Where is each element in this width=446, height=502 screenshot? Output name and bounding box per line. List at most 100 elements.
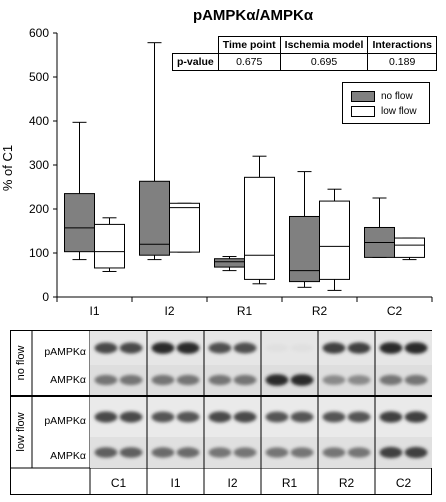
header-time-point: Time point (217, 36, 281, 54)
box-low-flow-r2 (319, 200, 350, 280)
chart-title: pAMPKα/AMPKα (193, 7, 314, 24)
band-low-flow-ampk-c2-1 (379, 446, 403, 459)
band-low-flow-pampk-i2-1 (208, 411, 232, 423)
lane-label-r2: R2 (339, 476, 355, 490)
band-no-flow-pampk-c1-2 (119, 342, 143, 354)
band-label-ampk-low-flow: AMPKα (50, 450, 86, 462)
band-no-flow-pampk-i1-2 (176, 342, 200, 354)
band-no-flow-pampk-i2-2 (233, 342, 257, 354)
band-low-flow-pampk-r1-1 (265, 411, 289, 423)
y-tick-label: 0 (42, 290, 49, 304)
y-tick-label: 600 (29, 26, 49, 40)
legend-swatch-low-flow (351, 105, 375, 117)
band-no-flow-pampk-c1-1 (94, 342, 118, 354)
y-tick-label: 400 (29, 114, 49, 128)
band-low-flow-ampk-i2-2 (233, 447, 257, 458)
x-tick-label: I1 (89, 304, 99, 318)
band-low-flow-pampk-c2-2 (404, 411, 428, 423)
band-low-flow-pampk-i1-2 (176, 411, 200, 423)
box-low-flow-i2 (169, 202, 200, 253)
x-tick-label: R2 (312, 304, 328, 318)
western-blot-panel: no flow low flow pAMPKα AMPKα pAMPKα AMP… (10, 330, 432, 495)
band-no-flow-ampk-i2-1 (208, 374, 232, 386)
band-low-flow-pampk-i1-1 (151, 411, 175, 423)
band-no-flow-ampk-c1-1 (94, 374, 118, 386)
x-tick-label: C2 (387, 304, 403, 318)
legend-swatch-no-flow (351, 90, 375, 102)
band-no-flow-pampk-c2-2 (404, 342, 428, 354)
row-label-p-value: p-value (172, 53, 219, 71)
band-low-flow-pampk-r2-1 (322, 411, 346, 423)
box-low-flow-i1 (94, 223, 125, 269)
box-low-flow-c2 (394, 237, 425, 258)
band-low-flow-ampk-c1-1 (94, 447, 118, 458)
band-no-flow-pampk-i2-1 (208, 342, 232, 354)
band-label-ampk-no-flow: AMPKα (50, 374, 86, 386)
band-no-flow-pampk-c2-1 (379, 342, 403, 354)
band-no-flow-ampk-c2-1 (379, 374, 403, 386)
band-low-flow-ampk-r1-2 (290, 447, 314, 458)
lane-label-i1: I1 (170, 476, 180, 490)
band-low-flow-ampk-c1-2 (119, 447, 143, 458)
box-no-flow-r1 (214, 258, 245, 268)
band-no-flow-ampk-r1-2 (290, 374, 314, 386)
band-no-flow-pampk-r2-1 (322, 342, 346, 354)
header-interactions: Interactions (367, 36, 437, 54)
x-tick-label: I2 (164, 304, 174, 318)
legend-label-low-flow: low flow (381, 105, 417, 117)
band-no-flow-ampk-r2-1 (322, 375, 346, 385)
y-tick-label: 100 (29, 246, 49, 260)
band-low-flow-pampk-c2-1 (379, 411, 403, 423)
box-no-flow-i2 (139, 180, 170, 256)
band-no-flow-pampk-r2-2 (347, 342, 371, 354)
box-low-flow-r1 (244, 176, 275, 280)
legend-entry-low-flow: low flow (351, 105, 417, 117)
p-value-ischemia-model: 0.695 (279, 53, 369, 71)
box-no-flow-i1 (64, 193, 95, 253)
legend-label-no-flow: no flow (381, 90, 413, 102)
band-low-flow-pampk-i2-2 (233, 411, 257, 423)
band-low-flow-ampk-i1-2 (176, 447, 200, 458)
band-label-pampk-no-flow: pAMPKα (44, 346, 86, 358)
band-label-pampk-low-flow: pAMPKα (44, 415, 86, 427)
y-tick-label: 500 (29, 70, 49, 84)
band-no-flow-ampk-r1-1 (265, 374, 289, 386)
band-no-flow-pampk-r1-2 (290, 343, 314, 353)
table-corner (172, 36, 219, 54)
band-low-flow-pampk-r2-2 (347, 411, 371, 423)
legend-entry-no-flow: no flow (351, 90, 413, 102)
band-no-flow-pampk-i1-1 (151, 342, 175, 354)
p-value-time-point: 0.675 (217, 53, 281, 71)
lane-label-c2: C2 (396, 476, 412, 490)
band-low-flow-ampk-i2-1 (208, 447, 232, 458)
section-label-no-flow: no flow (15, 346, 27, 381)
band-low-flow-ampk-r2-2 (347, 447, 371, 458)
band-low-flow-ampk-c2-2 (404, 446, 428, 459)
band-no-flow-ampk-i1-2 (176, 374, 200, 386)
band-low-flow-pampk-c1-2 (119, 411, 143, 423)
p-value-interactions: 0.189 (367, 53, 437, 71)
band-low-flow-ampk-r2-1 (322, 447, 346, 458)
band-no-flow-ampk-r2-2 (347, 375, 371, 385)
y-tick-label: 200 (29, 202, 49, 216)
x-tick-label: R1 (237, 304, 253, 318)
band-no-flow-ampk-c2-2 (404, 374, 428, 386)
lane-label-r1: R1 (282, 476, 298, 490)
section-label-low-flow: low flow (15, 412, 27, 451)
band-low-flow-ampk-i1-1 (151, 447, 175, 458)
band-no-flow-ampk-i2-2 (233, 374, 257, 386)
p-value-table: Time point Ischemia model Interactions p… (172, 36, 437, 71)
box-plot-chart: pAMPKα/AMPKα % of C1 0 100 200 300 400 500 600… (0, 7, 433, 318)
header-ischemia-model: Ischemia model (279, 36, 369, 54)
band-low-flow-pampk-r1-2 (290, 411, 314, 423)
lane-label-c1: C1 (111, 476, 127, 490)
chart-legend: no flow low flow (342, 82, 430, 124)
box-no-flow-r2 (289, 215, 320, 283)
band-low-flow-ampk-r1-1 (265, 447, 289, 458)
band-no-flow-ampk-i1-1 (151, 374, 175, 386)
y-axis-label: % of C1 (0, 145, 15, 191)
lane-label-i2: I2 (227, 476, 237, 490)
band-no-flow-pampk-r1-1 (265, 343, 289, 353)
y-tick-label: 300 (29, 158, 49, 172)
band-no-flow-ampk-c1-2 (119, 374, 143, 386)
